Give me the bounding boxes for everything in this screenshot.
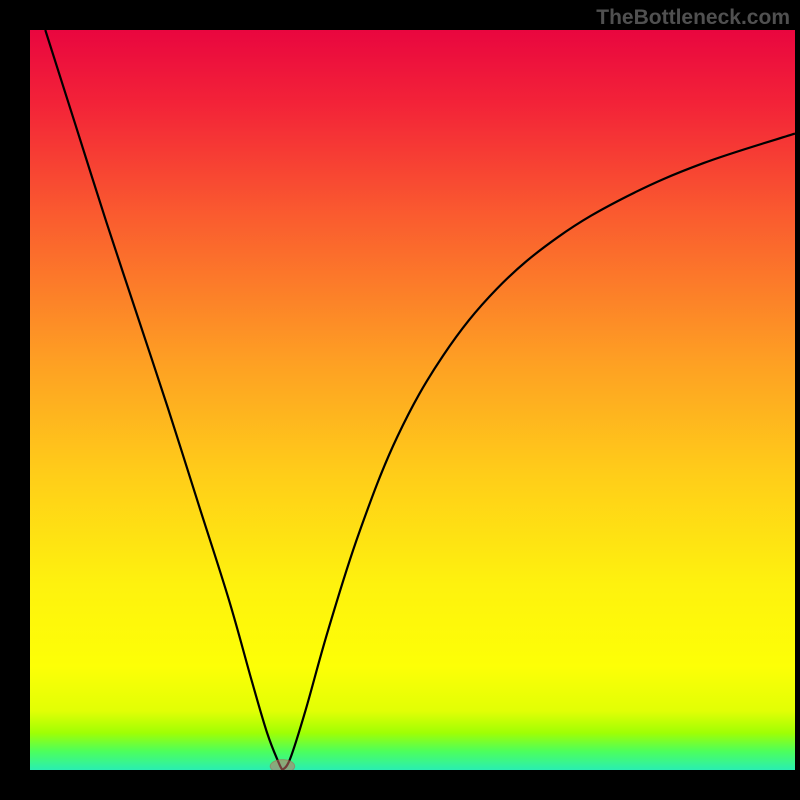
bottleneck-curve xyxy=(30,30,795,770)
optimal-marker xyxy=(270,760,294,770)
curve-right-branch xyxy=(282,134,795,770)
chart-plot-area xyxy=(30,30,795,770)
watermark-text: TheBottleneck.com xyxy=(596,6,790,30)
curve-left-branch xyxy=(45,30,282,770)
